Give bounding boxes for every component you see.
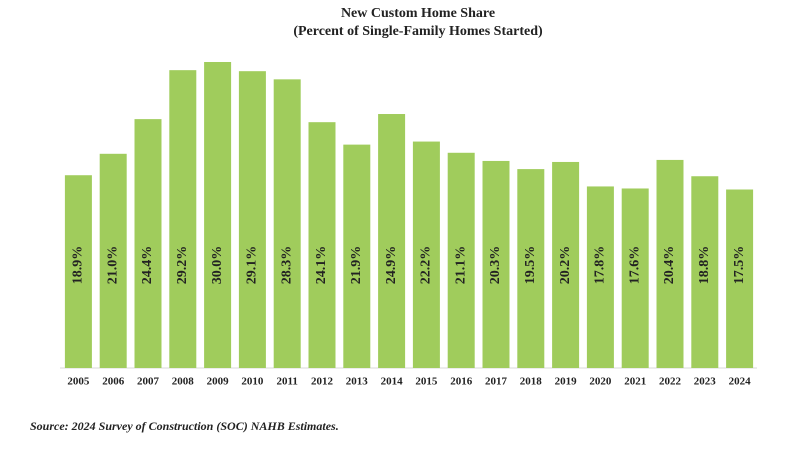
value-label: 18.8% <box>697 246 712 285</box>
x-tick-label: 2006 <box>102 376 125 388</box>
value-label: 20.2% <box>558 246 573 285</box>
value-label: 20.3% <box>488 246 503 285</box>
value-label: 24.1% <box>314 246 329 285</box>
value-label: 21.1% <box>453 246 468 285</box>
bar <box>412 141 440 368</box>
bar <box>343 144 371 368</box>
bar <box>447 152 475 368</box>
bar <box>726 189 754 368</box>
x-tick-label: 2018 <box>520 376 543 388</box>
x-tick-label: 2012 <box>311 376 334 388</box>
x-tick-label: 2007 <box>137 376 160 388</box>
x-tick-label: 2021 <box>624 376 646 388</box>
bar <box>482 160 510 368</box>
value-label: 29.1% <box>245 246 260 285</box>
x-tick-label: 2011 <box>276 376 297 388</box>
bar <box>378 114 406 369</box>
bar <box>99 153 127 368</box>
x-tick-label: 2008 <box>172 376 195 388</box>
x-tick-label: 2017 <box>485 376 508 388</box>
bar <box>169 70 197 368</box>
chart-subtitle: (Percent of Single-Family Homes Started) <box>293 24 543 39</box>
bar <box>586 186 614 368</box>
x-tick-label: 2016 <box>450 376 473 388</box>
x-tick-label: 2014 <box>381 376 404 388</box>
bar <box>308 122 336 369</box>
value-label: 21.9% <box>349 246 364 285</box>
value-label: 20.4% <box>662 246 677 285</box>
value-label: 29.2% <box>175 246 190 285</box>
bar <box>691 176 719 368</box>
bar <box>273 79 301 368</box>
bar <box>656 159 684 368</box>
x-tick-label: 2022 <box>659 376 682 388</box>
value-label: 28.3% <box>279 246 294 285</box>
bar <box>238 71 266 369</box>
value-label: 30.0% <box>210 246 225 285</box>
bar <box>621 188 649 368</box>
chart-title: New Custom Home Share <box>341 6 495 21</box>
x-tick-label: 2005 <box>67 376 90 388</box>
bar <box>64 175 92 368</box>
bar <box>134 119 162 369</box>
source-note: Source: 2024 Survey of Construction (SOC… <box>30 419 339 433</box>
value-label: 21.0% <box>105 246 120 285</box>
bar <box>204 62 232 368</box>
x-tick-label: 2013 <box>346 376 369 388</box>
value-label: 17.8% <box>593 246 608 285</box>
bar <box>517 169 545 368</box>
value-label: 17.5% <box>732 246 747 285</box>
value-label: 18.9% <box>71 246 86 285</box>
x-tick-label: 2024 <box>729 376 752 388</box>
bar <box>552 161 580 368</box>
x-tick-label: 2023 <box>694 376 717 388</box>
x-tick-label: 2015 <box>415 376 438 388</box>
value-label: 22.2% <box>419 246 434 285</box>
value-label: 19.5% <box>523 246 538 285</box>
value-label: 17.6% <box>627 246 642 285</box>
value-label: 24.9% <box>384 246 399 285</box>
x-tick-label: 2020 <box>589 376 612 388</box>
x-tick-label: 2019 <box>555 376 578 388</box>
x-tick-label: 2009 <box>207 376 230 388</box>
x-tick-label: 2010 <box>241 376 264 388</box>
value-label: 24.4% <box>140 246 155 285</box>
